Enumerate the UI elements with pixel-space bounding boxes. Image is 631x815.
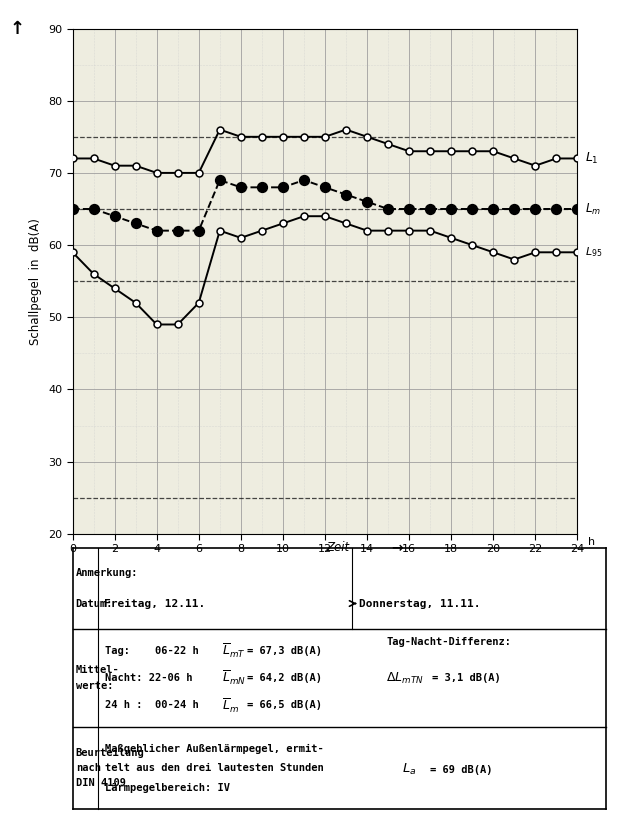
Text: = 69 dB(A): = 69 dB(A) [430, 764, 493, 774]
Text: $\overline{L}_{mT}$: $\overline{L}_{mT}$ [222, 641, 245, 659]
Text: nach: nach [76, 764, 101, 773]
Text: Lärmpegelbereich: IV: Lärmpegelbereich: IV [105, 783, 230, 793]
Text: Beurteilung: Beurteilung [76, 748, 144, 758]
Text: DIN 4109: DIN 4109 [76, 778, 126, 788]
Text: Freitag, 12.11.: Freitag, 12.11. [104, 598, 205, 609]
Text: $L_a$: $L_a$ [402, 762, 416, 778]
Text: $L_1$: $L_1$ [585, 151, 598, 166]
Text: Donnerstag, 11.11.: Donnerstag, 11.11. [360, 598, 481, 609]
Text: = 66,5 dB(A): = 66,5 dB(A) [247, 700, 322, 711]
Text: Anmerkung:: Anmerkung: [76, 568, 138, 578]
Text: Zeit: Zeit [326, 541, 349, 554]
Text: h: h [588, 537, 595, 548]
Text: = 67,3 dB(A): = 67,3 dB(A) [247, 645, 322, 655]
Text: 24 h :  00-24 h: 24 h : 00-24 h [105, 700, 199, 711]
Text: Tag:    06-22 h: Tag: 06-22 h [105, 645, 199, 655]
Text: ↑: ↑ [9, 20, 25, 38]
Text: Mittel-: Mittel- [76, 665, 119, 675]
Text: Maßgeblicher Außenlärmpegel, ermit-: Maßgeblicher Außenlärmpegel, ermit- [105, 743, 324, 754]
Text: = 64,2 dB(A): = 64,2 dB(A) [247, 673, 322, 683]
Text: $\overline{L}_{mN}$: $\overline{L}_{mN}$ [222, 669, 246, 687]
Text: Tag-Nacht-Differenz:: Tag-Nacht-Differenz: [386, 637, 511, 647]
Text: Datum:: Datum: [76, 598, 113, 609]
Text: $L_m$: $L_m$ [585, 201, 601, 217]
Text: = 3,1 dB(A): = 3,1 dB(A) [432, 673, 501, 683]
Text: $\Delta L_{mTN}$: $\Delta L_{mTN}$ [386, 671, 424, 685]
Text: Nacht: 22-06 h: Nacht: 22-06 h [105, 673, 193, 683]
Text: →: → [391, 541, 403, 555]
Text: $\overline{L}_{m}$: $\overline{L}_{m}$ [222, 696, 239, 715]
Text: $L_{95}$: $L_{95}$ [585, 245, 602, 259]
Text: werte:: werte: [76, 681, 113, 691]
Text: telt aus den drei lautesten Stunden: telt aus den drei lautesten Stunden [105, 764, 324, 773]
Y-axis label: Schallpegel  in  dB(A): Schallpegel in dB(A) [30, 218, 42, 345]
